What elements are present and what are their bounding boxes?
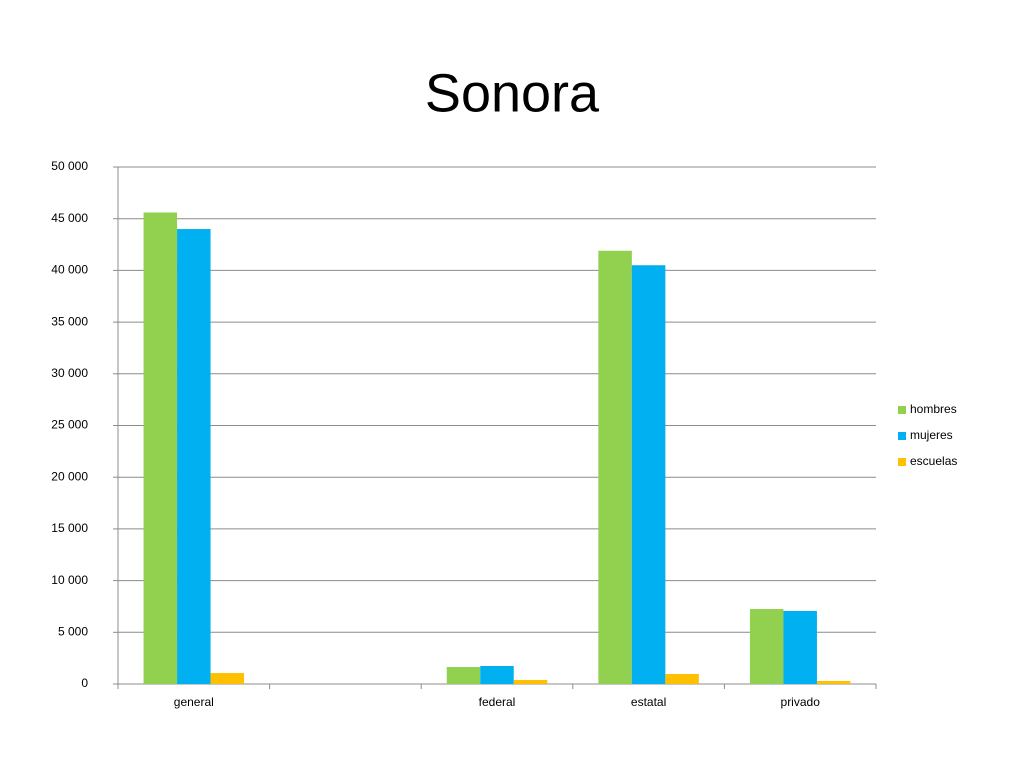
bar [446, 667, 481, 684]
y-tick-label: 10 000 [51, 573, 88, 587]
x-tick-label: general [174, 695, 214, 709]
bar [598, 250, 632, 684]
x-tick-label: federal [479, 695, 516, 709]
y-tick-label: 0 [81, 676, 88, 690]
y-tick-label: 20 000 [51, 469, 88, 483]
legend-label: escuelas [910, 454, 957, 468]
legend-swatch [898, 432, 906, 440]
legend-swatch [898, 406, 906, 414]
bar [143, 212, 178, 684]
x-tick-label: estatal [631, 695, 666, 709]
bar [480, 666, 514, 684]
y-tick-label: 45 000 [51, 211, 88, 225]
bar [177, 229, 211, 685]
bar [816, 681, 851, 684]
bar [631, 265, 666, 684]
y-tick-label: 25 000 [51, 418, 88, 432]
y-tick-label: 35 000 [51, 314, 88, 328]
chart-title: Sonora [425, 63, 600, 123]
bar [783, 610, 817, 684]
bar [665, 673, 699, 684]
legend-swatch [898, 458, 906, 466]
legend-label: mujeres [910, 428, 953, 442]
bar [513, 679, 548, 684]
y-tick-label: 5 000 [58, 624, 88, 638]
bar [749, 609, 784, 684]
y-tick-label: 30 000 [51, 366, 88, 380]
bar [210, 673, 245, 684]
y-tick-label: 40 000 [51, 263, 88, 277]
legend-label: hombres [910, 402, 957, 416]
y-tick-label: 15 000 [51, 521, 88, 535]
y-tick-label: 50 000 [51, 159, 88, 173]
x-tick-label: privado [781, 695, 821, 709]
